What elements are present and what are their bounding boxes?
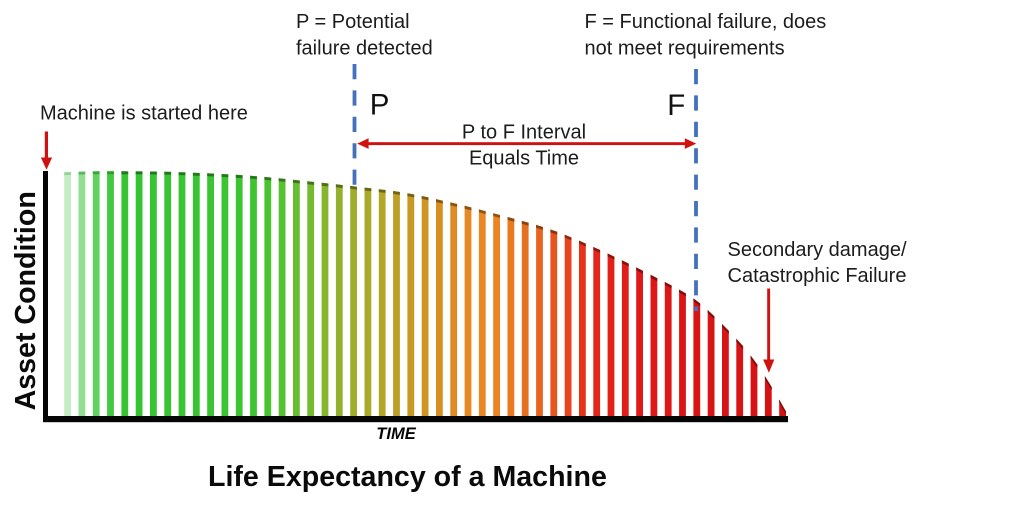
svg-text:Asset Condition: Asset Condition <box>10 191 42 410</box>
svg-text:Life Expectancy of a Machine: Life Expectancy of a Machine <box>208 461 607 493</box>
svg-text:Secondary damage/: Secondary damage/ <box>728 239 907 261</box>
svg-text:failure detected: failure detected <box>296 38 433 60</box>
svg-text:P to F Interval: P to F Interval <box>462 121 586 143</box>
svg-text:not meet requirements: not meet requirements <box>585 38 785 60</box>
svg-text:Machine is started here: Machine is started here <box>40 103 248 125</box>
svg-text:P = Potential: P = Potential <box>296 11 410 33</box>
svg-text:P: P <box>370 89 390 122</box>
svg-text:F = Functional failure, does: F = Functional failure, does <box>585 11 827 33</box>
svg-text:Catastrophic Failure: Catastrophic Failure <box>728 265 907 287</box>
svg-text:TIME: TIME <box>376 425 416 443</box>
svg-text:Equals Time: Equals Time <box>469 148 579 170</box>
svg-text:F: F <box>667 89 685 122</box>
